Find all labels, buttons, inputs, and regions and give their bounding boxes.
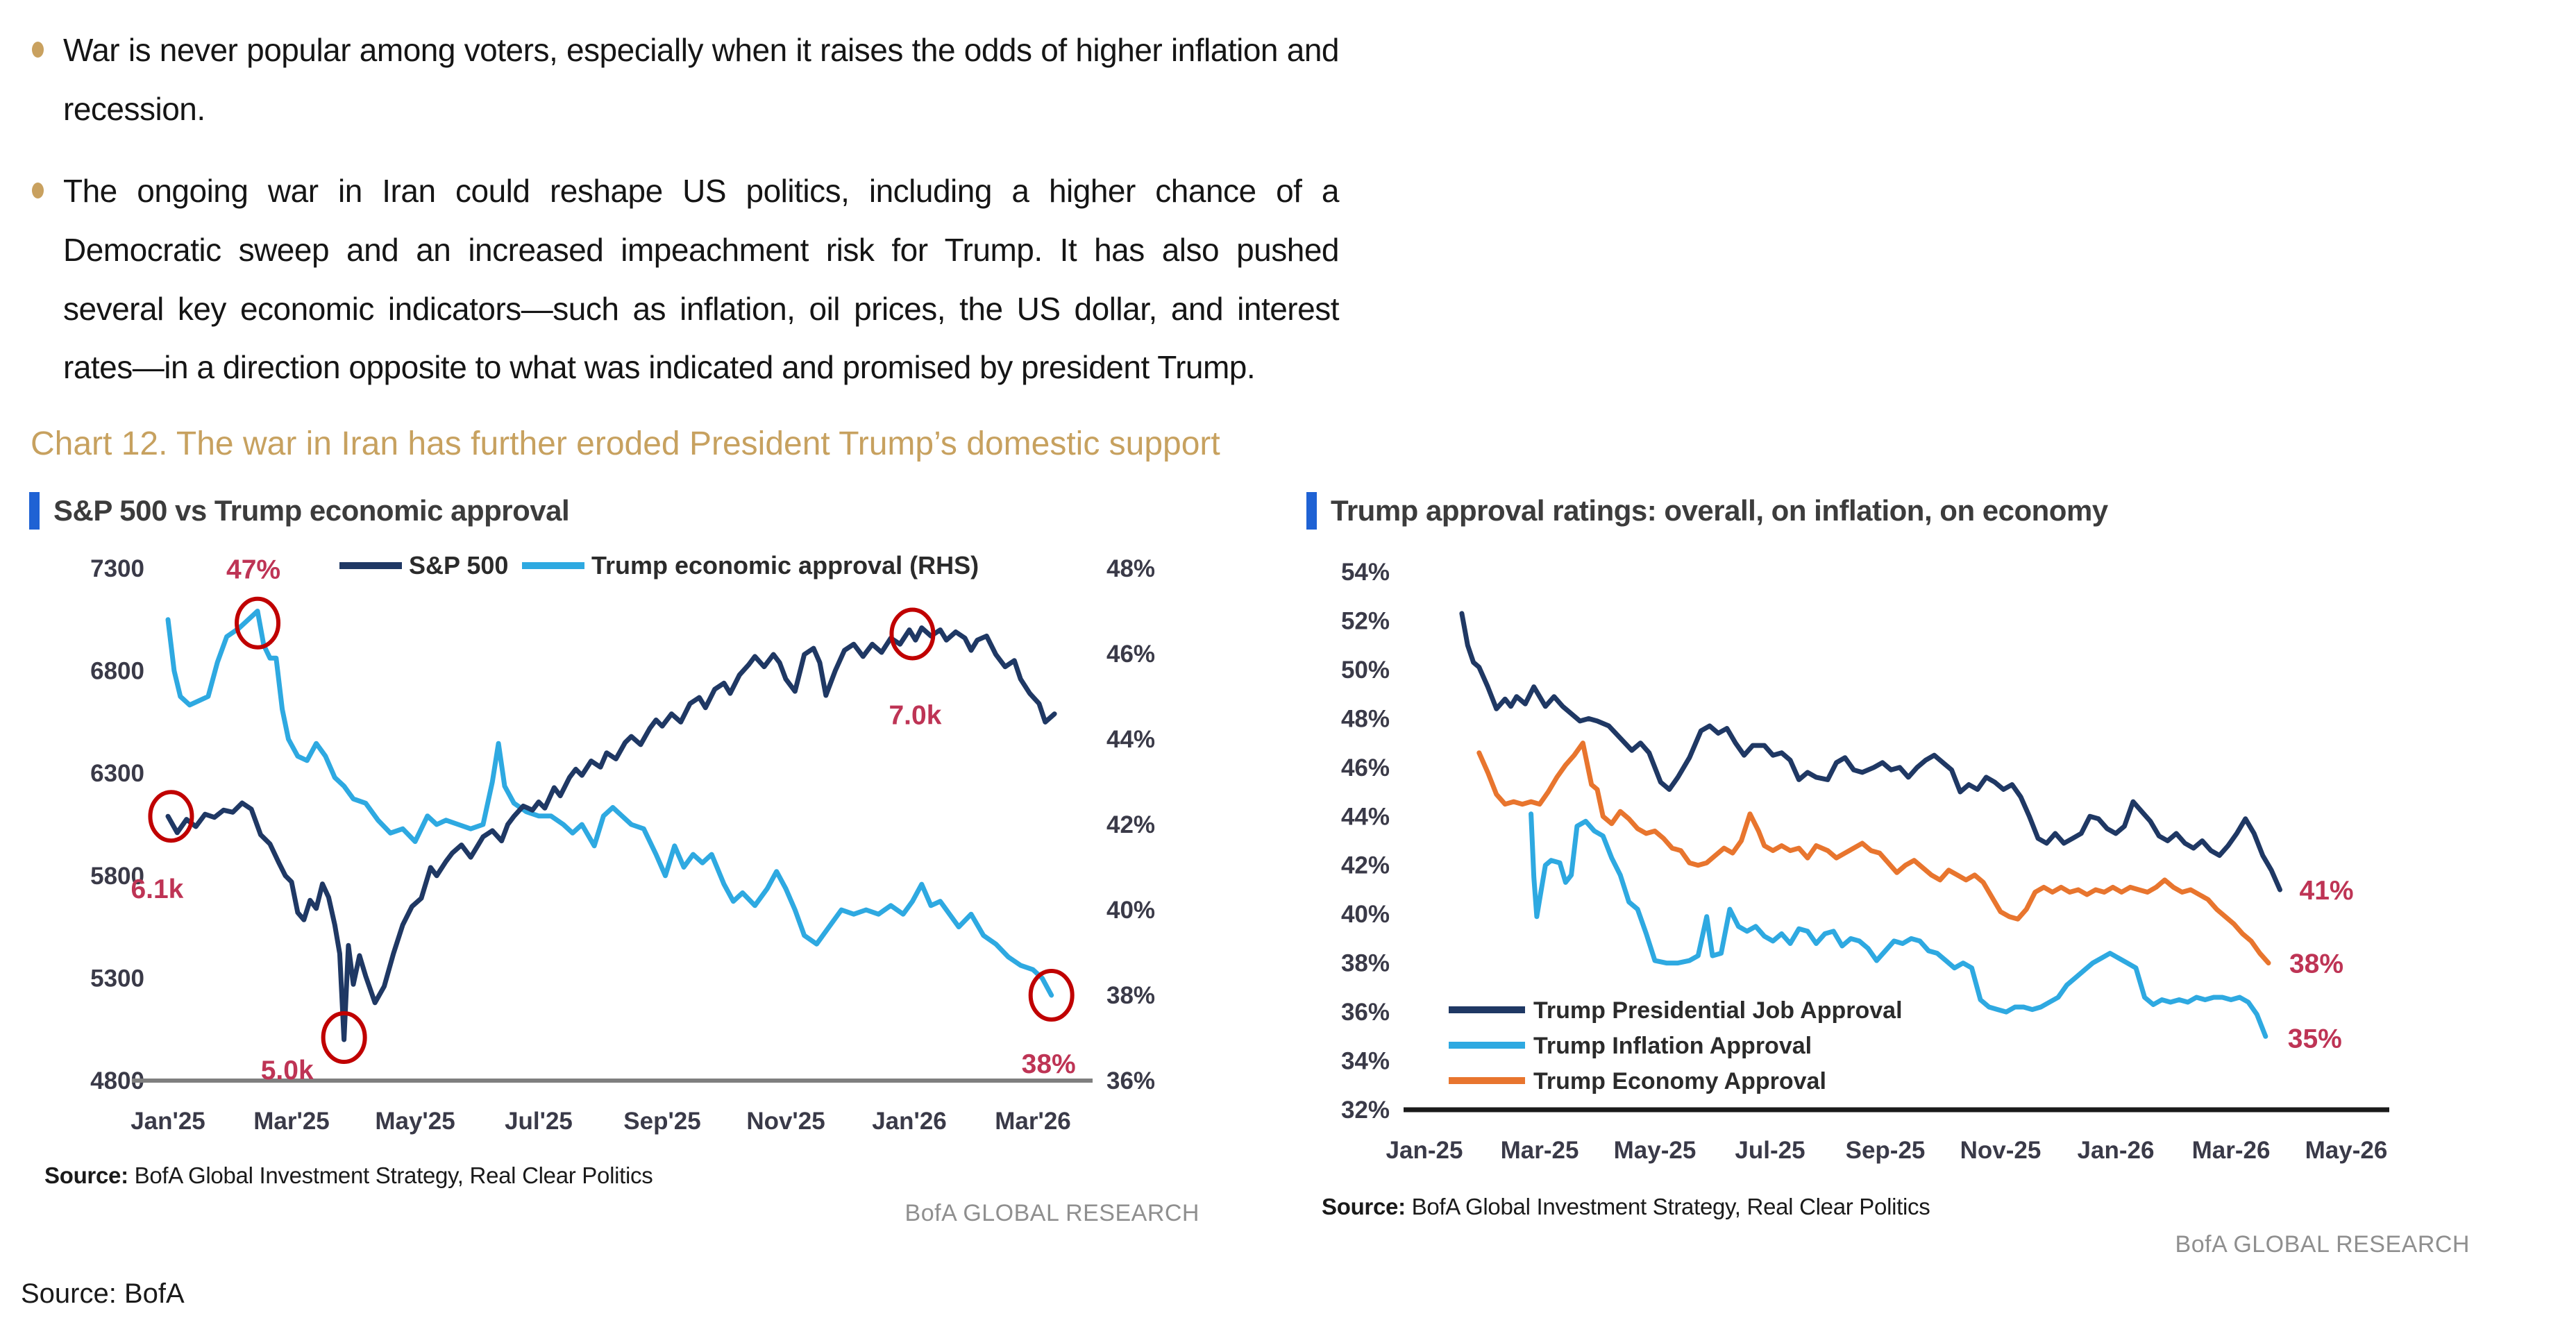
blue-bar-icon — [1306, 491, 1317, 530]
svg-text:5.0k: 5.0k — [261, 1056, 314, 1085]
svg-text:35%: 35% — [2288, 1024, 2342, 1054]
source-line: Source: BofA Global Investment Strategy,… — [1306, 1194, 2480, 1220]
svg-text:32%: 32% — [1341, 1097, 1390, 1124]
approval-ratings-panel: Trump approval ratings: overall, on infl… — [1306, 491, 2480, 1258]
svg-text:Jan-26: Jan-26 — [2078, 1137, 2155, 1164]
svg-text:6300: 6300 — [90, 760, 144, 787]
svg-text:5300: 5300 — [90, 965, 144, 992]
svg-text:Trump Presidential Job Approva: Trump Presidential Job Approval — [1533, 997, 1903, 1024]
chart-section-title: Chart 12. The war in Iran has further er… — [31, 425, 1220, 462]
panel-header: Trump approval ratings: overall, on infl… — [1306, 491, 2480, 530]
svg-text:Jul-25: Jul-25 — [1735, 1137, 1805, 1164]
page: War is never popular among voters, espec… — [21, 21, 2576, 1309]
svg-text:Mar-25: Mar-25 — [1501, 1137, 1579, 1164]
approval-ratings-chart: 54% 52% 50% 48% 46% 44% 42% 40% 38% 36% 34% 32% Jan-… — [1341, 559, 2389, 1164]
svg-text:38%: 38% — [1341, 949, 1390, 976]
svg-text:Jan-25: Jan-25 — [1386, 1137, 1463, 1164]
svg-text:36%: 36% — [1341, 999, 1390, 1026]
svg-text:Trump Inflation Approval: Trump Inflation Approval — [1533, 1033, 1812, 1059]
bullet-list: War is never popular among voters, espec… — [29, 21, 2576, 397]
footer-source: Source: BofA — [21, 1278, 185, 1309]
svg-text:38%: 38% — [2289, 949, 2343, 979]
svg-text:May'25: May'25 — [375, 1108, 455, 1135]
svg-text:6.1k: 6.1k — [131, 874, 183, 904]
svg-text:Jan'26: Jan'26 — [872, 1108, 947, 1135]
svg-text:44%: 44% — [1106, 726, 1155, 753]
blue-bar-icon — [29, 491, 40, 530]
source-text: BofA Global Investment Strategy, Real Cl… — [128, 1162, 653, 1188]
svg-text:40%: 40% — [1106, 897, 1155, 924]
svg-text:34%: 34% — [1341, 1047, 1390, 1074]
sp500-vs-approval-chart: 73006800630058005300480048%46%44%42%40%3… — [90, 551, 1155, 1135]
svg-text:5800: 5800 — [90, 863, 144, 890]
svg-text:48%: 48% — [1106, 555, 1155, 582]
bullet-text: The ongoing war in Iran could reshape US… — [63, 173, 1340, 386]
svg-text:Sep-25: Sep-25 — [1846, 1137, 1926, 1164]
svg-text:38%: 38% — [1106, 982, 1155, 1009]
bullet-item: The ongoing war in Iran could reshape US… — [29, 162, 2576, 397]
svg-text:44%: 44% — [1341, 803, 1390, 830]
svg-text:47%: 47% — [226, 555, 280, 584]
svg-text:Jul'25: Jul'25 — [505, 1108, 573, 1135]
svg-text:41%: 41% — [2300, 876, 2354, 906]
brand-line: BofA GLOBAL RESEARCH — [904, 1199, 1199, 1226]
chart-title: Trump approval ratings: overall, on infl… — [1331, 493, 2108, 527]
sp500-approval-panel: S&P 500 vs Trump economic approval 7300 6… — [29, 491, 1209, 1258]
svg-text:42%: 42% — [1341, 852, 1390, 879]
source-text: BofA Global Investment Strategy, Real Cl… — [1405, 1193, 1930, 1219]
svg-text:48%: 48% — [1341, 705, 1390, 732]
svg-text:Nov-25: Nov-25 — [1960, 1137, 2042, 1164]
chart-panels: S&P 500 vs Trump economic approval 7300 6… — [29, 491, 2576, 1258]
svg-text:40%: 40% — [1341, 901, 1390, 928]
svg-text:42%: 42% — [1106, 811, 1155, 838]
chart-title: S&P 500 vs Trump economic approval — [53, 493, 570, 527]
svg-text:50%: 50% — [1341, 657, 1390, 684]
svg-text:Jan'25: Jan'25 — [131, 1108, 205, 1135]
svg-text:52%: 52% — [1341, 607, 1390, 634]
svg-text:Mar'25: Mar'25 — [253, 1108, 330, 1135]
bullet-dot-icon — [32, 183, 44, 199]
svg-text:36%: 36% — [1106, 1067, 1155, 1094]
svg-text:Nov'25: Nov'25 — [746, 1108, 825, 1135]
panel-header: S&P 500 vs Trump economic approval — [29, 491, 1209, 530]
bullet-item: War is never popular among voters, espec… — [29, 21, 2576, 138]
svg-text:38%: 38% — [1022, 1049, 1076, 1079]
svg-text:Trump economic approval (RHS): Trump economic approval (RHS) — [591, 551, 979, 580]
svg-text:54%: 54% — [1341, 559, 1390, 586]
svg-text:Mar-26: Mar-26 — [2192, 1137, 2271, 1164]
source-label: Source: — [1322, 1193, 1406, 1219]
svg-text:7300: 7300 — [90, 555, 144, 582]
svg-text:May-26: May-26 — [2305, 1137, 2388, 1164]
source-line: Source: BofA Global Investment Strategy,… — [29, 1162, 1209, 1189]
svg-text:Mar'26: Mar'26 — [995, 1108, 1071, 1135]
svg-text:May-25: May-25 — [1614, 1137, 1697, 1164]
svg-text:46%: 46% — [1106, 641, 1155, 668]
svg-text:S&P 500: S&P 500 — [409, 551, 508, 580]
svg-text:6800: 6800 — [90, 657, 144, 684]
svg-text:Sep'25: Sep'25 — [623, 1108, 700, 1135]
svg-text:Trump Economy Approval: Trump Economy Approval — [1533, 1068, 1826, 1094]
svg-text:46%: 46% — [1341, 754, 1390, 781]
svg-text:7.0k: 7.0k — [889, 700, 941, 730]
bullet-dot-icon — [32, 42, 44, 58]
brand-line: BofA GLOBAL RESEARCH — [2175, 1231, 2470, 1258]
bullet-text: War is never popular among voters, espec… — [63, 32, 1340, 127]
source-label: Source: — [44, 1162, 128, 1188]
